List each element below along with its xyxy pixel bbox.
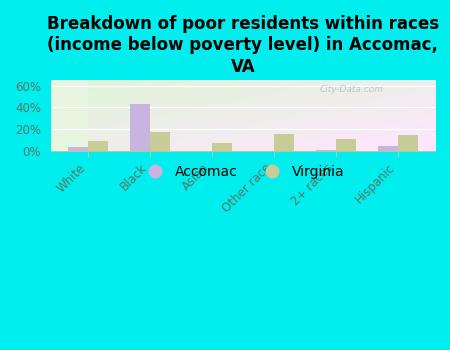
Bar bbox=[68, 147, 88, 150]
Legend: Accomac, Virginia: Accomac, Virginia bbox=[136, 159, 350, 184]
Title: Breakdown of poor residents within races
(income below poverty level) in Accomac: Breakdown of poor residents within races… bbox=[47, 15, 439, 76]
Bar bbox=[336, 139, 356, 150]
Text: City-Data.com: City-Data.com bbox=[320, 85, 384, 94]
Bar bbox=[274, 134, 294, 150]
Bar bbox=[150, 132, 170, 150]
Bar bbox=[316, 149, 336, 150]
Bar bbox=[212, 143, 232, 150]
Bar bbox=[88, 141, 108, 150]
Bar bbox=[130, 104, 150, 150]
Bar bbox=[378, 146, 398, 150]
Bar bbox=[398, 135, 418, 150]
